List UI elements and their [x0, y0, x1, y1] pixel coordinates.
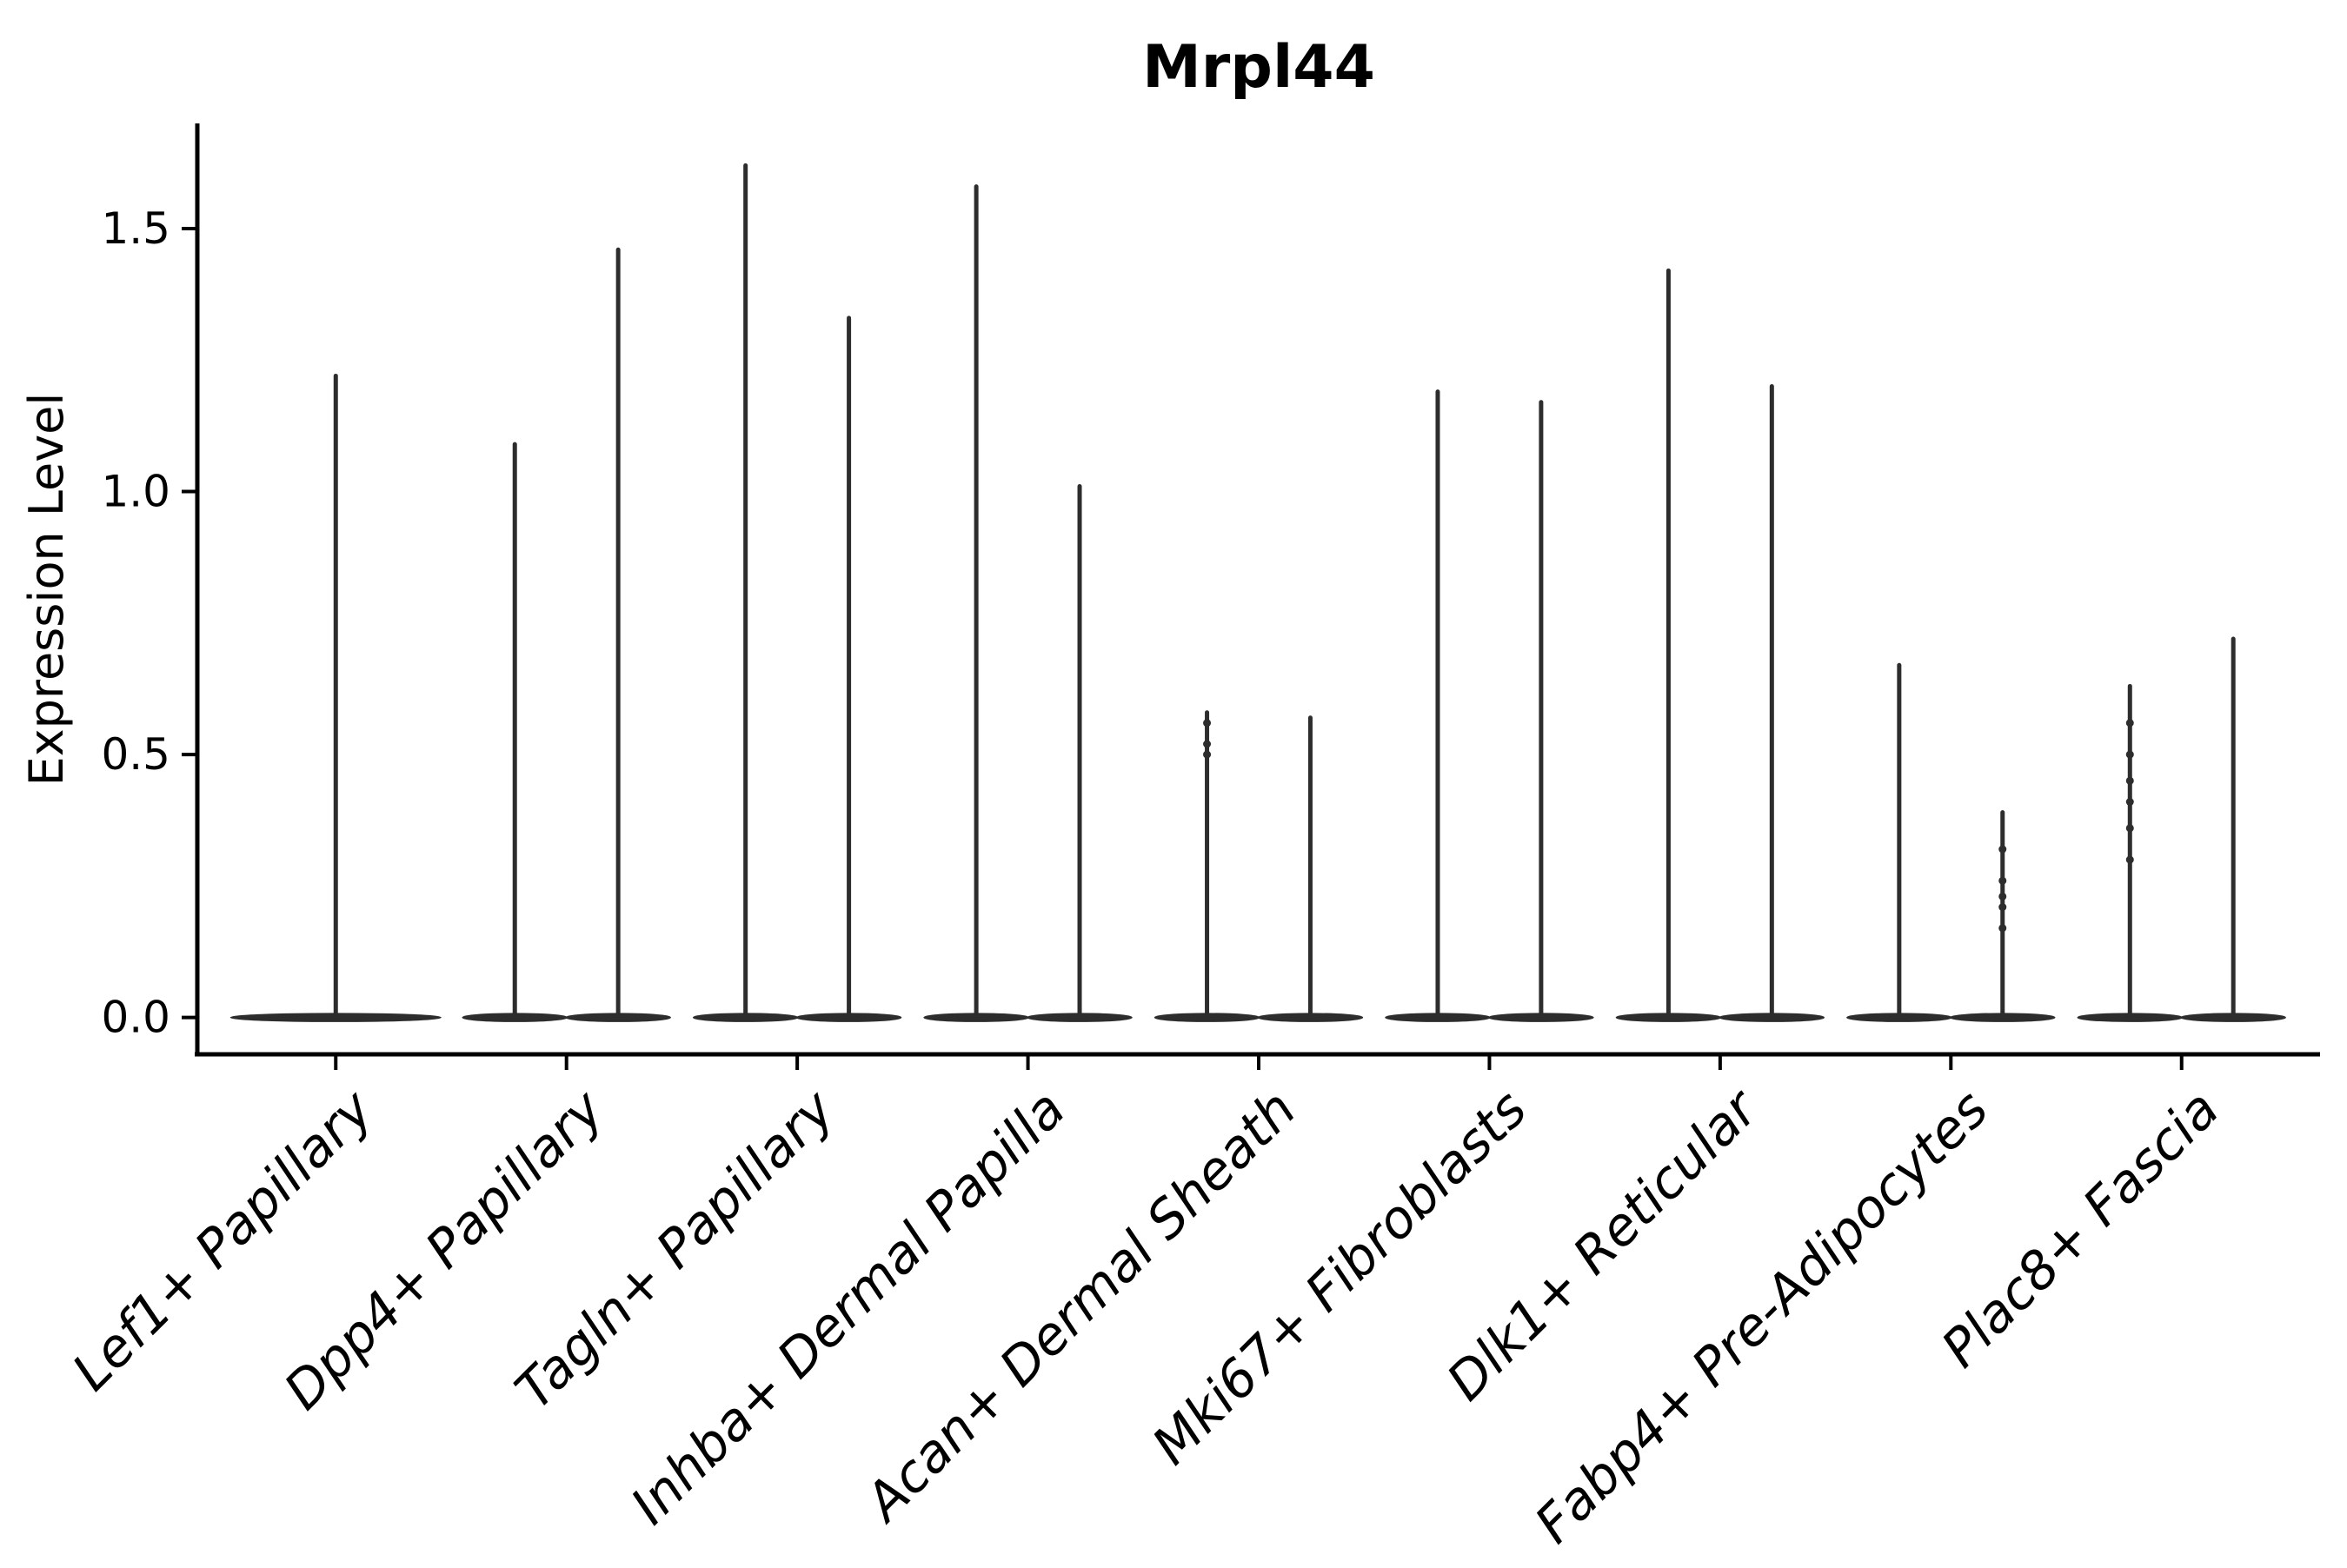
violin: [1385, 389, 1491, 1022]
violins-layer: [229, 163, 2286, 1022]
violin: [229, 373, 442, 1022]
violin: [1488, 400, 1594, 1022]
x-tick-label: Fabp4+ Pre-Adipocytes: [1524, 1079, 2000, 1555]
y-tick-label: 1.5: [101, 203, 170, 254]
violin: [1154, 710, 1260, 1022]
expression-point: [2125, 776, 2134, 785]
violin: [1615, 268, 1722, 1022]
violin: [1950, 810, 2056, 1022]
expression-point: [2125, 824, 2134, 833]
chart-title: Mrpl44: [1142, 33, 1375, 102]
expression-point: [1203, 750, 1212, 759]
expression-point: [2125, 798, 2134, 807]
violin: [1257, 715, 1364, 1022]
expression-point: [1998, 845, 2007, 854]
expression-point: [2125, 719, 2134, 728]
y-axis-ticks: 0.0 0.5 1.0 1.5: [101, 203, 197, 1043]
violin: [1027, 484, 1133, 1022]
x-tick-label: Mki67+ Fibroblasts: [1140, 1079, 1539, 1477]
violin: [795, 316, 902, 1022]
expression-point: [2125, 750, 2134, 759]
violin: [1846, 662, 1952, 1022]
expression-point: [1203, 719, 1212, 728]
violin: [565, 247, 671, 1022]
violin: [692, 163, 799, 1022]
violin: [462, 442, 568, 1022]
expression-point: [1998, 876, 2007, 885]
violin: [2180, 636, 2286, 1022]
x-tick-label: Acan+ Dermal Sheath: [852, 1079, 1308, 1535]
expression-point: [1203, 740, 1212, 748]
y-tick-label: 1.0: [101, 467, 170, 517]
y-tick-label: 0.5: [101, 729, 170, 780]
expression-point: [1998, 903, 2007, 912]
y-axis-label: Expression Level: [19, 393, 74, 787]
y-tick-label: 0.0: [101, 993, 170, 1043]
expression-point: [2125, 855, 2134, 864]
x-tick-label: Inhba+ Dermal Papilla: [620, 1079, 1077, 1536]
expression-point: [1998, 924, 2007, 933]
violin: [2077, 683, 2184, 1022]
violin: [1719, 384, 1825, 1022]
expression-point: [1998, 892, 2007, 900]
violin: [923, 184, 1029, 1022]
